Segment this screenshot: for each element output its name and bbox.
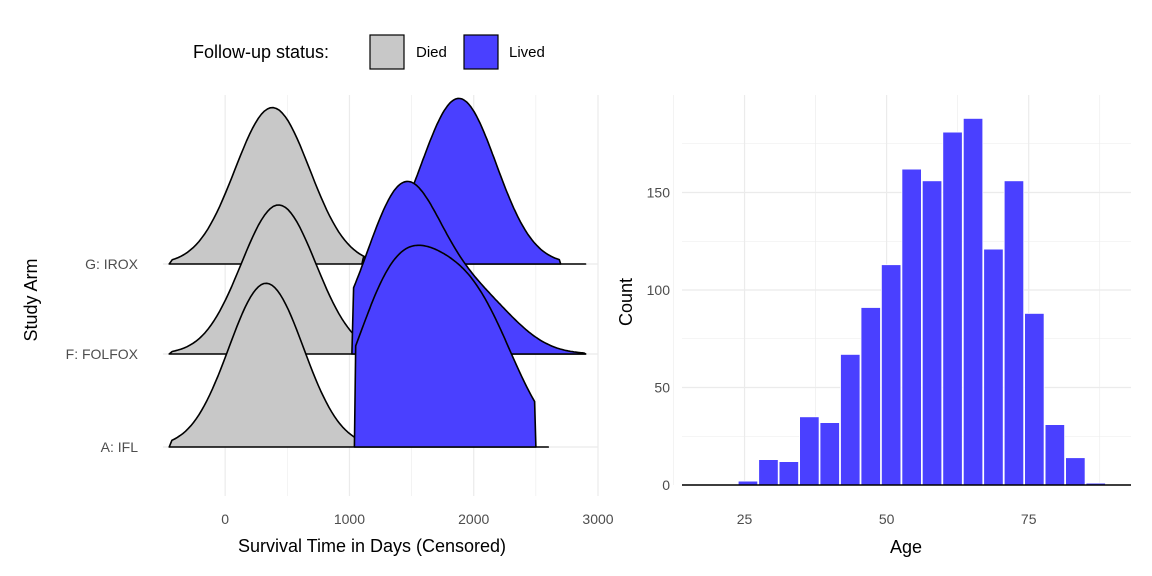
histogram-bar bbox=[983, 248, 1004, 486]
histogram-bar bbox=[778, 461, 799, 486]
legend-key-lived bbox=[463, 34, 499, 70]
histogram-y-tick-label: 100 bbox=[647, 282, 671, 298]
histogram-x-tick-label: 75 bbox=[1021, 511, 1037, 527]
histogram-bars bbox=[737, 118, 1106, 486]
histogram-bar bbox=[758, 459, 779, 486]
histogram-bar bbox=[1065, 457, 1086, 486]
histogram-bar bbox=[860, 307, 881, 486]
histogram-bar bbox=[840, 353, 861, 486]
histogram-y-tick-label: 150 bbox=[647, 185, 671, 201]
ridgeline-axes: 0 1000 2000 3000 A: IFL F: FOLFOX G: IROX bbox=[66, 256, 614, 527]
ridgeline-x-tick-label: 1000 bbox=[334, 511, 365, 527]
histogram-axes: 25 50 75 0 50 100 150 bbox=[647, 185, 1131, 527]
histogram-y-tick-label: 0 bbox=[662, 477, 670, 493]
ridgeline-x-axis-title: Survival Time in Days (Censored) bbox=[238, 536, 506, 556]
histogram-x-tick-label: 50 bbox=[879, 511, 895, 527]
ridgeline-ridges bbox=[168, 97, 587, 448]
ridgeline-x-tick-label: 2000 bbox=[458, 511, 489, 527]
histogram-bar bbox=[1003, 180, 1025, 486]
histogram-bar bbox=[962, 118, 984, 486]
ridgeline-x-tick-label: 0 bbox=[221, 511, 229, 527]
ridgeline-y-tick-label: F: FOLFOX bbox=[66, 346, 139, 362]
histogram-bar bbox=[921, 180, 943, 486]
legend-key-died bbox=[369, 34, 405, 70]
histogram-x-tick-label: 25 bbox=[737, 511, 753, 527]
histogram-bar bbox=[1024, 312, 1045, 486]
histogram-bar bbox=[881, 264, 902, 486]
histogram-bar bbox=[819, 422, 840, 486]
histogram-x-axis-title: Age bbox=[890, 537, 922, 557]
ridgeline-chart: 0 1000 2000 3000 A: IFL F: FOLFOX G: IROX Surv… bbox=[21, 95, 614, 556]
legend: Follow-up status: Died Lived bbox=[193, 34, 545, 70]
histogram-bar bbox=[901, 168, 922, 486]
ridgeline-y-tick-label: A: IFL bbox=[101, 439, 139, 455]
histogram-y-tick-label: 50 bbox=[654, 380, 670, 396]
legend-title: Follow-up status: bbox=[193, 42, 329, 62]
legend-label-died: Died bbox=[416, 44, 447, 61]
histogram-bar bbox=[942, 131, 963, 486]
ridgeline-x-tick-label: 3000 bbox=[582, 511, 613, 527]
histogram-bar bbox=[1044, 424, 1065, 486]
histogram-bar bbox=[799, 416, 820, 486]
histogram-chart: 25 50 75 0 50 100 150 Age Count bbox=[616, 95, 1131, 557]
legend-label-lived: Lived bbox=[509, 44, 545, 61]
ridgeline-y-tick-label: G: IROX bbox=[85, 256, 139, 272]
histogram-y-axis-title: Count bbox=[616, 278, 636, 326]
ridgeline-y-axis-title: Study Arm bbox=[21, 258, 41, 341]
ridge-lived-ifl bbox=[353, 244, 537, 448]
